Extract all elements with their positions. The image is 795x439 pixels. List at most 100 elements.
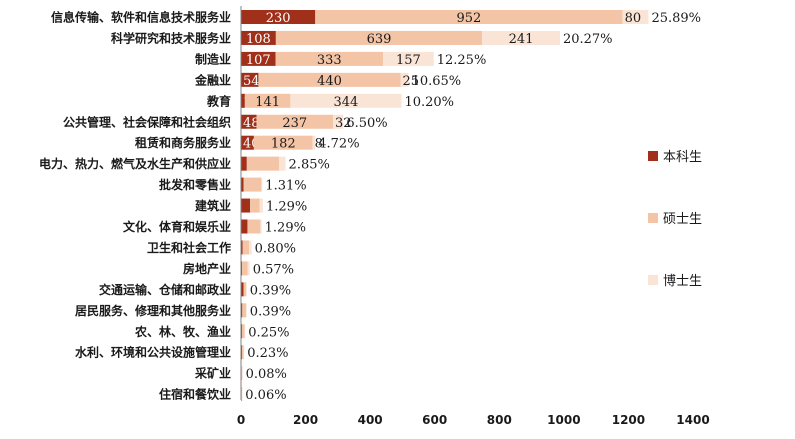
category-label: 金融业 [194, 72, 231, 87]
bar-segment [242, 303, 247, 318]
category-label: 农、林、牧、渔业 [134, 324, 231, 339]
bar-segment [275, 51, 384, 66]
share-percent-label: 20.27% [563, 32, 613, 47]
share-percent-label: 0.25% [248, 325, 289, 340]
share-percent-label: 0.06% [245, 388, 286, 403]
bar-segment [241, 10, 316, 24]
share-percent-label: 25.89% [651, 11, 701, 26]
bar-segment [383, 51, 434, 66]
bar-segment [241, 177, 244, 192]
bar-value-label: 237 [282, 116, 307, 131]
bar-value-label: 141 [255, 95, 280, 110]
bar-segment [622, 10, 649, 24]
x-tick-label: 200 [293, 413, 318, 427]
bar-value-label: 32 [335, 116, 352, 131]
bar-segment [241, 93, 245, 108]
x-tick-label: 1000 [547, 413, 580, 427]
share-percent-label: 6.50% [346, 116, 387, 131]
bar-segment [241, 345, 244, 360]
share-percent-label: 12.25% [437, 53, 487, 68]
legend-label: 本科生 [663, 150, 702, 165]
bar-segment [246, 156, 280, 171]
x-tick-label: 1400 [676, 413, 709, 427]
x-tick-label: 1200 [612, 413, 645, 427]
bar-value-label: 107 [246, 53, 271, 68]
bar-value-label: 48 [243, 116, 260, 131]
bar-segment [241, 219, 248, 234]
bar-segment [400, 72, 409, 87]
legend-swatch [648, 275, 658, 285]
share-percent-label: 4.72% [318, 137, 359, 152]
bar-value-label: 440 [317, 74, 342, 89]
category-label: 电力、热力、燃气及水生产和供应业 [39, 156, 231, 171]
bar-segment [243, 282, 247, 297]
legend-swatch [648, 213, 658, 223]
bar-segment [247, 261, 250, 276]
bar-segment [242, 366, 243, 381]
bar-segment [241, 303, 243, 318]
x-tick-label: 800 [487, 413, 512, 427]
bar-segment [241, 366, 243, 381]
bar-value-label: 8 [315, 137, 323, 152]
bar-segment [256, 114, 334, 129]
bar-segment [243, 345, 245, 360]
bar-segment [275, 30, 483, 45]
share-percent-label: 10.65% [412, 74, 462, 89]
bar-segment [315, 10, 623, 24]
category-label: 科学研究和技术服务业 [111, 30, 231, 45]
category-label: 住宿和餐饮业 [159, 387, 231, 402]
bar-segment [243, 177, 262, 192]
bar-segment [244, 324, 246, 339]
category-label: 公共管理、社会保障和社会组织 [63, 114, 231, 129]
bar-segment [241, 282, 244, 297]
bar-value-label: 54 [243, 74, 260, 89]
bar-segment [246, 282, 247, 297]
bar-segment [241, 261, 248, 276]
bar-value-label: 182 [271, 137, 296, 152]
x-tick-label: 0 [237, 413, 245, 427]
share-percent-label: 0.39% [250, 304, 291, 319]
bars-group: 230 952 80 25.89% 108 639 241 20.27% 107 333 157 12… [241, 10, 701, 403]
legend-swatch [648, 151, 658, 161]
bar-segment [290, 93, 402, 108]
share-percent-label: 0.08% [246, 367, 287, 382]
share-percent-label: 0.57% [253, 262, 294, 277]
bar-segment [253, 135, 313, 150]
bar-value-label: 80 [625, 11, 642, 26]
bar-value-label: 344 [334, 95, 359, 110]
bar-segment [279, 156, 286, 171]
share-percent-label: 1.29% [265, 221, 306, 236]
category-label: 教育 [206, 93, 231, 108]
bar-segment [247, 219, 261, 234]
bar-segment [241, 240, 243, 255]
legend-label: 硕士生 [663, 212, 702, 227]
x-tick-label: 600 [422, 413, 447, 427]
share-percent-label: 1.31% [265, 179, 306, 194]
bar-segment [246, 303, 247, 318]
category-label: 水利、环境和公共设施管理业 [75, 345, 231, 360]
x-tick-label: 400 [358, 413, 383, 427]
share-percent-label: 1.29% [266, 200, 307, 215]
share-percent-label: 10.20% [404, 95, 454, 110]
bar-segment [241, 114, 257, 129]
share-percent-label: 0.39% [250, 283, 291, 298]
bar-segment [312, 135, 316, 150]
bar-segment [244, 93, 291, 108]
bar-segment [241, 387, 243, 402]
bar-segment [242, 240, 250, 255]
bar-segment [259, 198, 263, 213]
category-label: 采矿业 [194, 366, 231, 381]
bar-segment [241, 30, 276, 45]
bar-value-label: 157 [396, 53, 421, 68]
category-label: 文化、体育和娱乐业 [123, 219, 231, 234]
bar-value-label: 639 [367, 32, 392, 47]
bar-segment [241, 72, 259, 87]
x-axis: 0 200 400 600 800 1000 1200 1400 [237, 6, 710, 427]
bar-segment [241, 387, 242, 402]
category-label: 交通运输、仓储和邮政业 [99, 282, 231, 297]
category-label: 制造业 [195, 51, 231, 66]
bar-segment [250, 198, 260, 213]
bar-value-label: 25 [402, 74, 419, 89]
bar-segment [249, 240, 252, 255]
